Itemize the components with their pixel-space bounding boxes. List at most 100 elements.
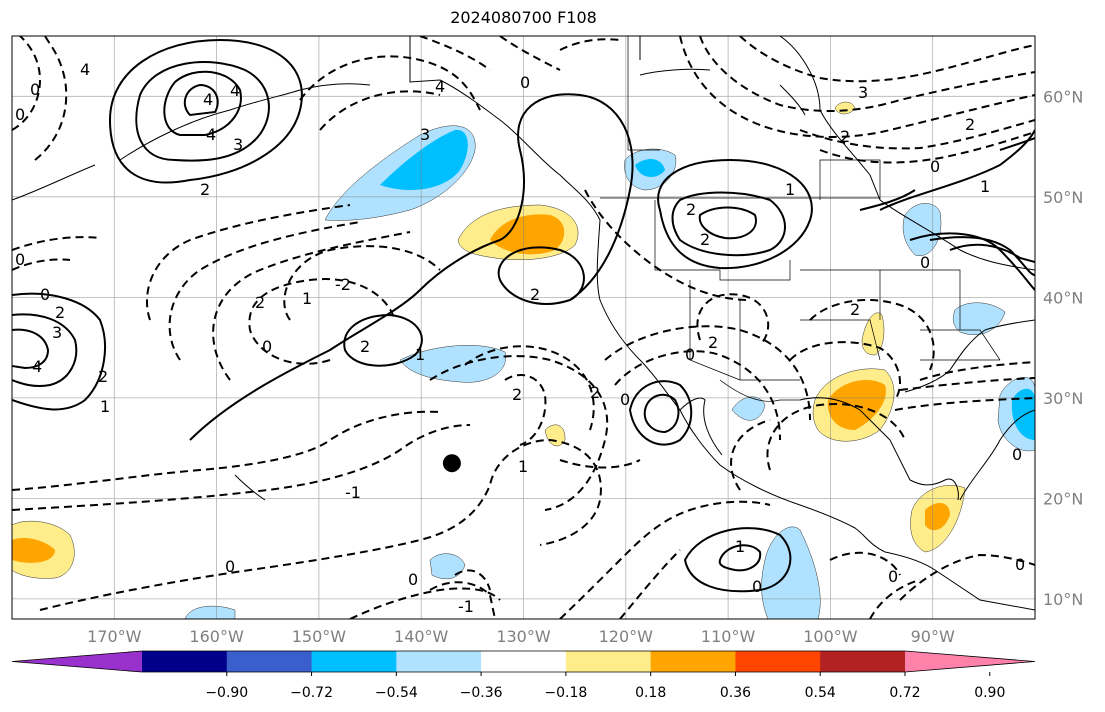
contour-label: 2 [700, 230, 710, 249]
longitude-tick-label: 110°W [701, 627, 756, 646]
colorbar-tick-label: 0.90 [974, 685, 1005, 701]
contour-label: 0 [30, 80, 40, 99]
latitude-tick-label: 30°N [1043, 389, 1083, 408]
contour-label: 2 [708, 333, 718, 352]
latitude-labels: 60°N 50°N 40°N 30°N 20°N 10°N [1043, 87, 1083, 609]
contour-label: 2 [200, 180, 210, 199]
contour-label: 1 [518, 457, 528, 476]
contour-label: 0 [262, 337, 272, 356]
coastline-layer [12, 36, 1035, 611]
contour-label: 1 [100, 397, 110, 416]
contour-label: 2 [360, 337, 370, 356]
contour-label: 2 [965, 115, 975, 134]
contour-label: 0 [620, 390, 630, 409]
contour-label: 0 [685, 345, 695, 364]
contour-label: 3 [233, 135, 243, 154]
shaded-anomaly-layer [12, 101, 1035, 619]
contour-label: 4 [230, 81, 240, 100]
contour-label: 4 [80, 60, 90, 79]
colorbar-tick-label: 0.54 [805, 685, 836, 701]
contour-label: 0 [408, 570, 418, 589]
colorbar-segment [311, 651, 397, 672]
political-borders [600, 36, 1001, 402]
colorbar-tick-label: 0.36 [720, 685, 751, 701]
longitude-labels: 170°W 160°W 150°W 140°W 130°W 120°W 110°W 100°W… [87, 627, 955, 646]
contour-label: 0 [752, 577, 762, 596]
storm-marker-dot [442, 454, 461, 473]
longitude-tick-label: 170°W [87, 627, 142, 646]
colorbar-tick-label: −0.18 [544, 685, 587, 701]
latitude-tick-label: 40°N [1043, 288, 1083, 307]
contour-label: 3 [52, 323, 62, 342]
contour-label: 0 [888, 567, 898, 586]
contour-label: 0 [930, 157, 940, 176]
contour-label: 0 [15, 105, 25, 124]
contour-label: 0 [1015, 555, 1025, 574]
map-frame [11, 35, 1036, 620]
contour-label: 2 [255, 293, 265, 312]
longitude-tick-label: 120°W [599, 627, 654, 646]
colorbar-tick-label: −0.72 [290, 685, 333, 701]
contour-label: 2 [686, 200, 696, 219]
contour-label: 1 [302, 289, 312, 308]
contour-label: 2 [850, 300, 860, 319]
contour-label: 2 [512, 385, 522, 404]
colorbar-tick-label: 0.18 [635, 685, 666, 701]
colorbar-tick-label: −0.90 [205, 685, 248, 701]
colorbar-segment [650, 651, 736, 672]
contour-label: 4 [32, 357, 42, 376]
contour-label: 4 [203, 90, 213, 109]
colorbar-segment [820, 651, 906, 672]
longitude-tick-label: 140°W [394, 627, 449, 646]
colorbar-segment [735, 651, 821, 672]
longitude-tick-label: 90°W [911, 627, 955, 646]
contour-label: -1 [458, 597, 474, 616]
colorbar-extend-high [905, 651, 1035, 672]
contour-label: 4 [206, 125, 216, 144]
contour-label: 0 [520, 73, 530, 92]
contour-label: 0 [225, 557, 235, 576]
latitude-tick-label: 10°N [1043, 590, 1083, 609]
contour-label: -1 [345, 483, 361, 502]
positive-contours [12, 38, 1035, 593]
colorbar-extend-low [12, 651, 142, 672]
colorbar: −0.90 −0.72 −0.54 −0.36 −0.18 0.18 0.36 0.54 0.7… [11, 650, 1036, 701]
colorbar-outline [11, 650, 1036, 673]
negative-anomaly-gulf-core [380, 129, 468, 190]
contour-label: 0 [15, 250, 25, 269]
longitude-tick-label: 160°W [189, 627, 244, 646]
colorbar-segment [565, 651, 652, 672]
contour-label: 2 [840, 127, 850, 146]
contour-label: 1 [415, 345, 425, 364]
colorbar-segment [142, 651, 228, 672]
colorbar-tick-label: 0.72 [889, 685, 920, 701]
longitude-tick-label: 130°W [496, 627, 551, 646]
longitude-tick-label: 100°W [803, 627, 858, 646]
latitude-tick-label: 60°N [1043, 87, 1083, 106]
positive-anomaly-gulf-coast-core [827, 380, 886, 430]
contour-label: 1 [735, 537, 745, 556]
contour-label: -2 [335, 275, 351, 294]
contour-label: 2 [530, 285, 540, 304]
positive-anomaly-pacific-nw-core [490, 214, 565, 255]
colorbar-tick-label: −0.54 [375, 685, 418, 701]
contour-label: 4 [435, 77, 445, 96]
colorbar-segment [396, 651, 482, 672]
longitude-tick-label: 150°W [292, 627, 347, 646]
contour-label: 0 [1012, 445, 1022, 464]
latitude-tick-label: 20°N [1043, 489, 1083, 508]
contour-label: 3 [858, 83, 868, 102]
colorbar-segment [481, 651, 567, 672]
negative-contours [12, 36, 1035, 619]
negative-anomaly-subtropical [399, 345, 507, 383]
contour-label: 2 [98, 367, 108, 386]
colorbar-tick-label: −0.36 [460, 685, 503, 701]
contour-label: 2 [590, 383, 600, 402]
contour-label: 3 [420, 125, 430, 144]
contour-label: 0 [40, 285, 50, 304]
contour-label-layer: 0 2 3 4 2 1 -2 2 1 0 2 1 -1 0 0 -1 2 1 2… [15, 60, 1025, 616]
contour-label: 0 [920, 253, 930, 272]
latitude-tick-label: 50°N [1043, 188, 1083, 207]
colorbar-segment [226, 651, 313, 672]
